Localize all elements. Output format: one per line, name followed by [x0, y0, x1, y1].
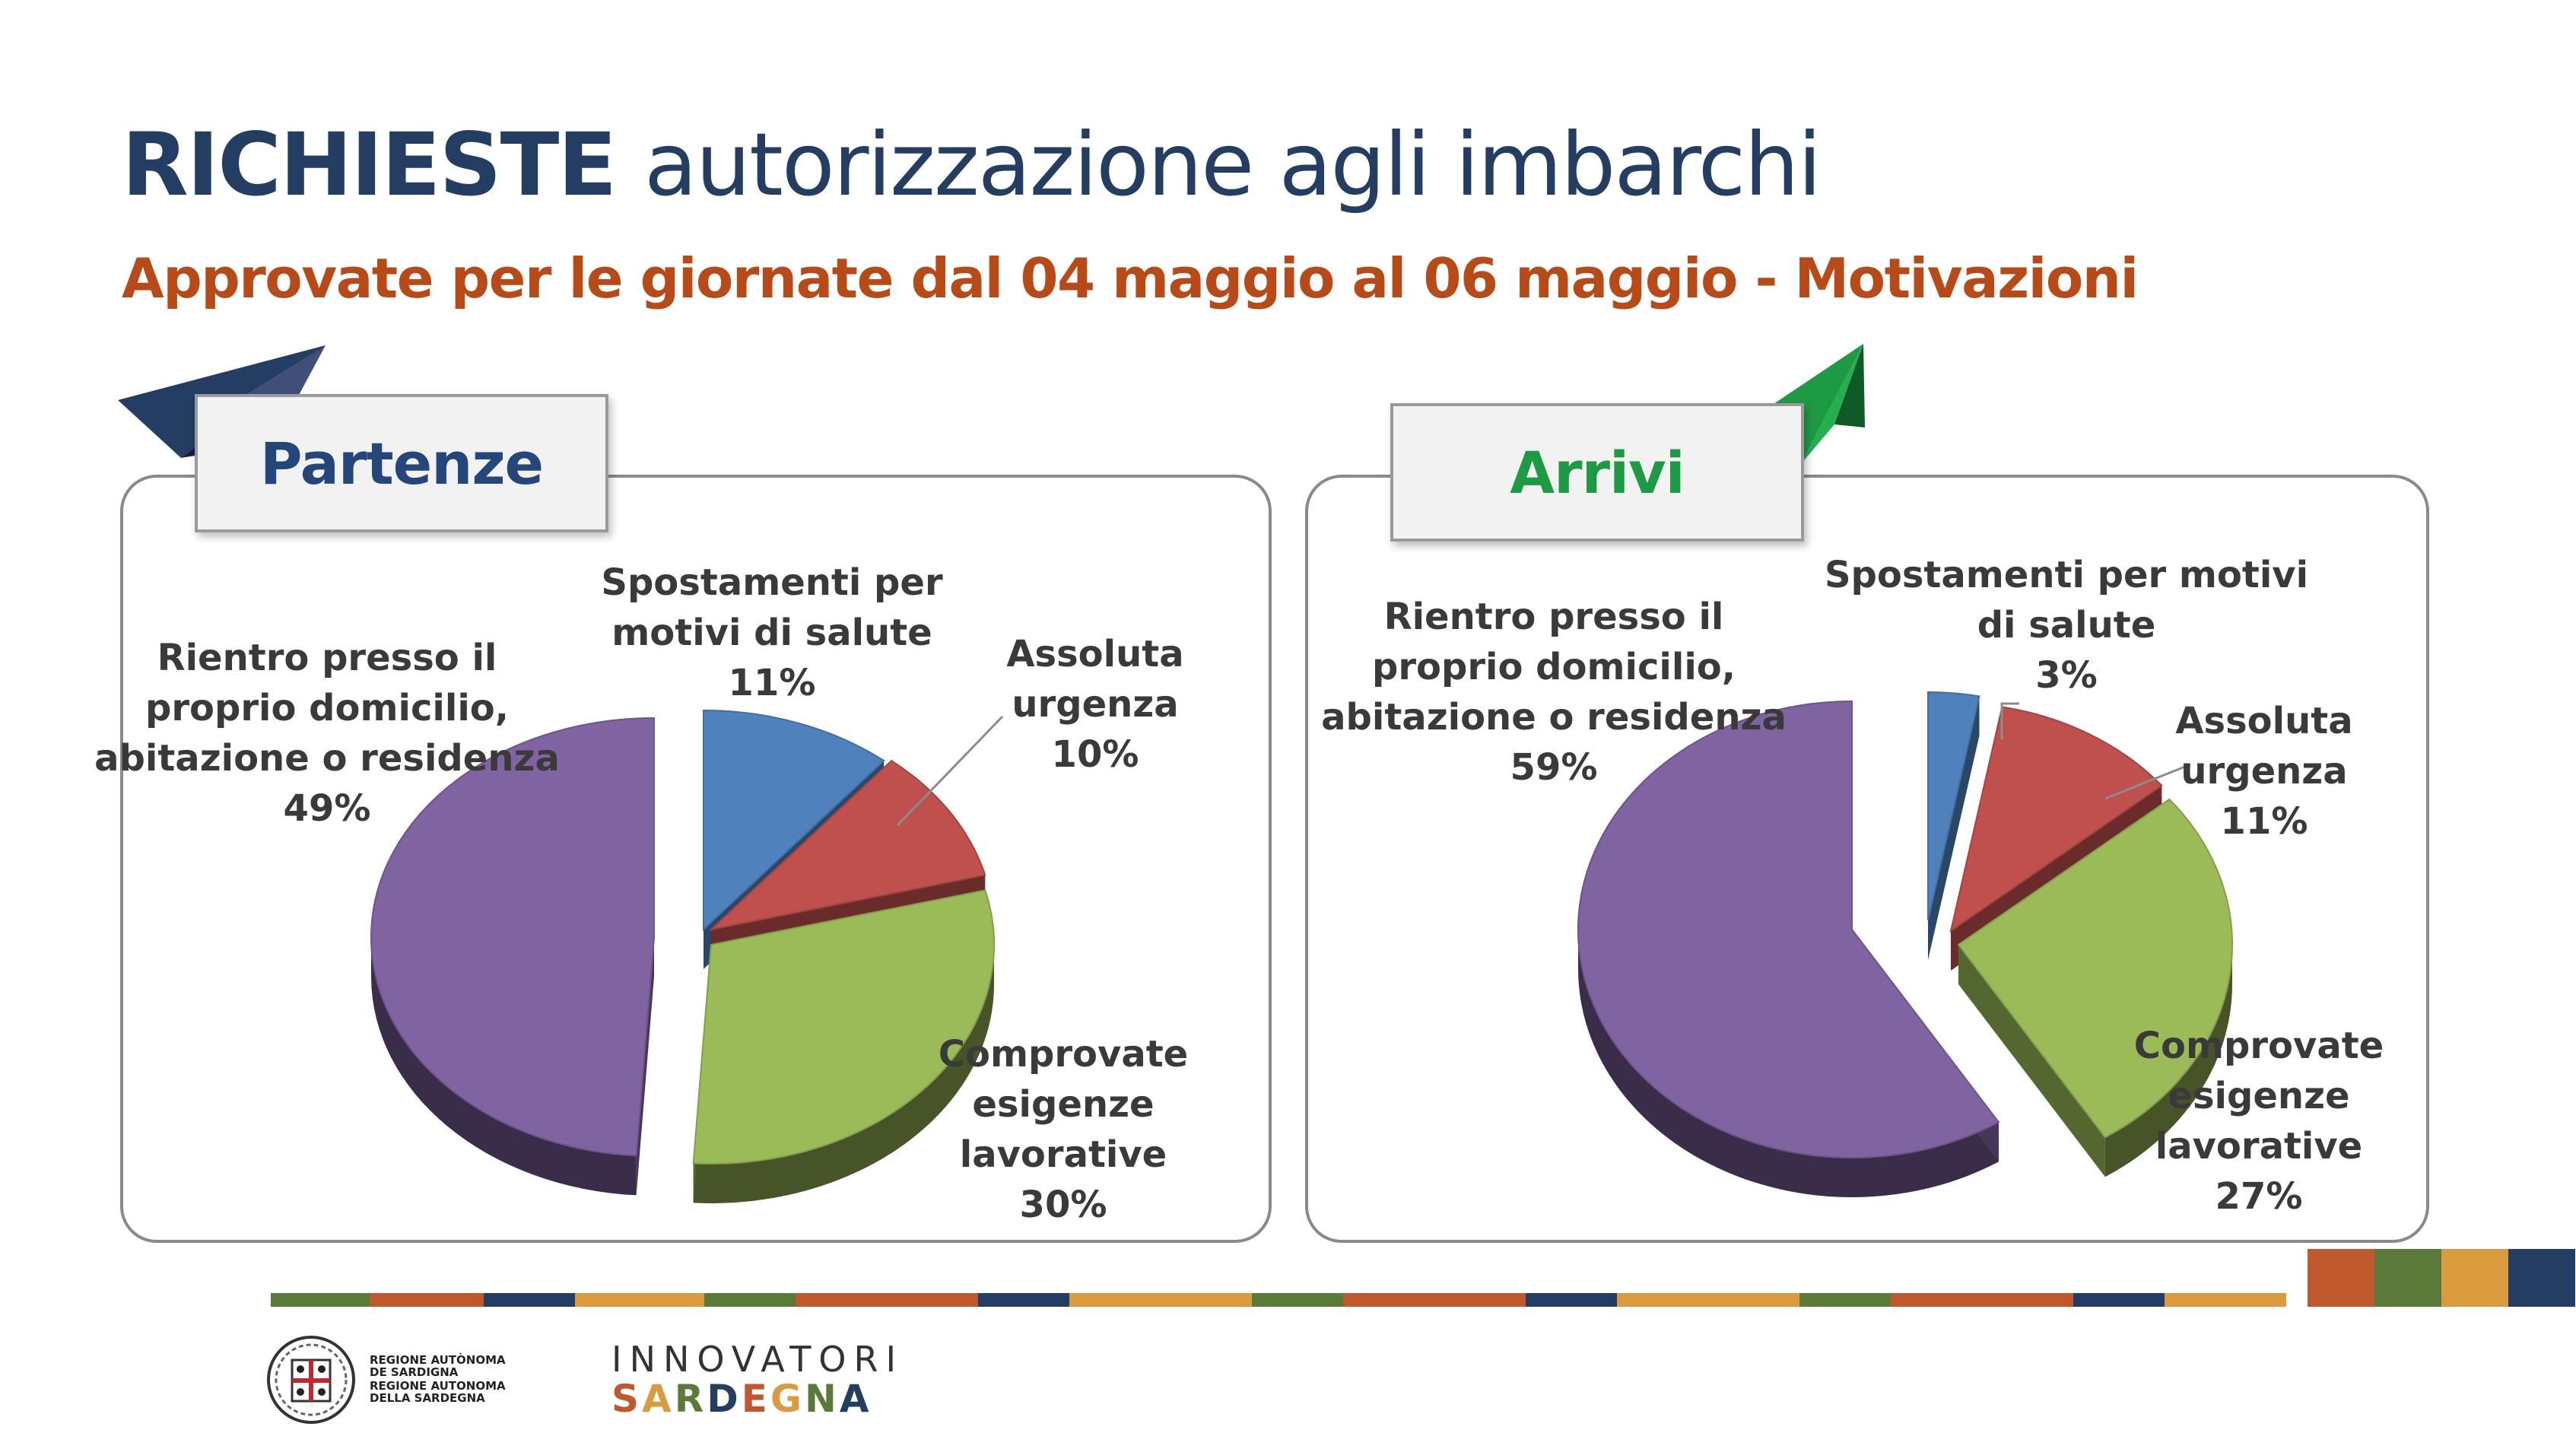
arrivi-slice-salute — [1927, 691, 1980, 921]
partenze-leader-line-urgenza — [896, 715, 1004, 827]
stripe-segment — [370, 1293, 484, 1307]
sardegna-letter: S — [611, 1377, 643, 1421]
subtitle-approvate: Approvate — [122, 246, 434, 310]
regione-sardegna-crest-icon — [267, 1336, 355, 1424]
sardegna-letter: A — [839, 1377, 872, 1421]
sardegna-letter: E — [741, 1377, 770, 1421]
slide-title: RICHIESTE autorizzazione agli imbarchi — [122, 122, 1822, 208]
stripe-segment — [484, 1293, 575, 1307]
tab-arrivi: Arrivi — [1390, 403, 1804, 542]
stripe-segment — [1891, 1293, 2073, 1307]
arrivi-label-urgenza: Assoluta urgenza 11% — [2175, 700, 2353, 843]
arrivi-leader-line-urgenza — [2104, 763, 2191, 800]
partenze-pie-chart — [370, 709, 1004, 1203]
arrivi-slice-urgenza — [1949, 706, 2163, 933]
stripe-segment — [1617, 1293, 1799, 1307]
sardegna-letter: A — [642, 1377, 675, 1421]
arrivi-label-rientro: Rientro presso il proprio domicilio, abita… — [1321, 596, 1787, 789]
partenze-label-salute: Spostamenti per motivi di salute 11% — [601, 561, 943, 704]
partenze-panel — [120, 475, 1272, 1243]
corner-square — [2374, 1249, 2441, 1307]
slide-title-rest: autorizzazione agli imbarchi — [644, 114, 1822, 215]
tab-partenze: Partenze — [195, 394, 608, 532]
slide-subtitle: Approvate per le giornate dal 04 maggio … — [122, 251, 2139, 306]
partenze-label-urgenza: Assoluta urgenza 10% — [1006, 633, 1184, 776]
arrivi-leader-line-salute — [2000, 702, 2019, 739]
corner-square — [2441, 1249, 2508, 1307]
arrivi-pie-chart — [1577, 691, 2233, 1198]
sardegna-letter: D — [707, 1377, 742, 1421]
arrivi-slice-rientro — [1577, 700, 2000, 1158]
slide-title-bold: RICHIESTE — [122, 114, 617, 215]
stripe-segment — [796, 1293, 978, 1307]
corner-square — [2308, 1249, 2374, 1307]
stripe-segment — [575, 1293, 704, 1307]
stripe-segment — [1799, 1293, 1891, 1307]
stripe-segment — [1343, 1293, 1526, 1307]
partenze-slice-rientro — [370, 717, 655, 1157]
innovatori-logo-text: INNOVATORI — [611, 1339, 904, 1380]
partenze-slice-salute — [703, 709, 885, 932]
stripe-segment — [704, 1293, 796, 1307]
stripe-segment — [271, 1293, 370, 1307]
sardegna-logo-word: SARDEGNA — [611, 1380, 872, 1418]
partenze-slice-urgenza — [708, 759, 986, 931]
sardegna-letter: R — [674, 1377, 707, 1421]
stripe-segment — [978, 1293, 1069, 1307]
subtitle-dates: per le giornate dal 04 maggio al 06 magg… — [450, 246, 1739, 310]
stripe-segment — [2165, 1293, 2286, 1307]
partenze-slice-side-rientro — [371, 937, 654, 1196]
stripe-segment — [2073, 1293, 2165, 1307]
sardegna-letter: N — [804, 1377, 840, 1421]
arrivi-slice-lavorative — [1957, 798, 2233, 1139]
partenze-label-rientro: Rientro presso il proprio domicilio, abita… — [94, 637, 560, 830]
corner-square — [2508, 1249, 2575, 1307]
arrivi-label-salute: Spostamenti per motivi di salute 3% — [1824, 554, 2309, 697]
sardegna-letter: G — [770, 1377, 805, 1421]
arrivi-slice-side-salute — [1928, 696, 1980, 960]
stripe-segment — [1252, 1293, 1343, 1307]
partenze-label-lavorative: Comprovate esigenze lavorative 30% — [938, 1033, 1189, 1226]
stripe-segment — [1526, 1293, 1617, 1307]
partenze-slice-lavorative — [692, 889, 995, 1165]
regione-logo-text: REGIONE AUTÒNOMA DE SARDIGNA REGIONE AUT… — [370, 1353, 506, 1405]
stripe-segment — [1069, 1293, 1252, 1307]
arrivi-label-lavorative: Comprovate esigenze lavorative 27% — [2133, 1025, 2384, 1218]
subtitle-motivazioni: - Motivazioni — [1755, 246, 2139, 310]
